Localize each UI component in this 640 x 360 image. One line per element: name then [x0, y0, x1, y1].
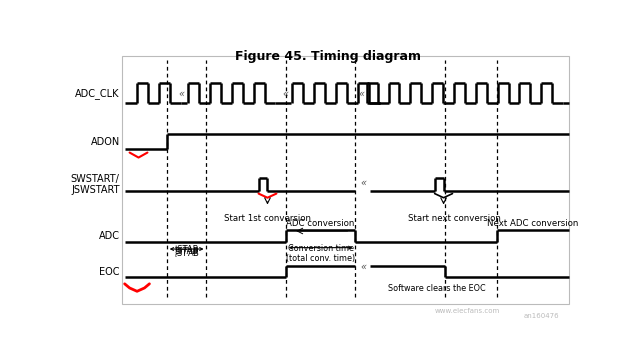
Text: ADC: ADC	[99, 231, 120, 241]
Text: «: «	[283, 89, 289, 99]
Text: ADON: ADON	[90, 136, 120, 147]
Text: Conversion time
(total conv. time): Conversion time (total conv. time)	[286, 244, 355, 263]
Text: Start 1st conversion: Start 1st conversion	[224, 214, 311, 223]
Text: Software clears the EOC: Software clears the EOC	[388, 284, 486, 293]
Text: tSTAB: tSTAB	[174, 246, 199, 255]
Text: tSTAB: tSTAB	[174, 247, 199, 256]
Text: ADC conversion: ADC conversion	[286, 219, 355, 228]
Text: Next ADC conversion: Next ADC conversion	[486, 219, 578, 228]
Text: SWSTART/
JSWSTART: SWSTART/ JSWSTART	[71, 174, 120, 195]
Text: EOC: EOC	[99, 267, 120, 277]
Text: www.elecfans.com: www.elecfans.com	[435, 308, 499, 314]
Text: «: «	[361, 262, 367, 272]
Text: Start next conversion: Start next conversion	[408, 214, 501, 223]
Bar	[122, 56, 568, 304]
Text: $_{t}$STAB: $_{t}$STAB	[173, 247, 200, 260]
Text: Figure 45. Timing diagram: Figure 45. Timing diagram	[235, 50, 421, 63]
Text: «: «	[179, 89, 185, 99]
Text: ADC_CLK: ADC_CLK	[75, 87, 120, 99]
Text: «: «	[359, 89, 365, 99]
Text: an160476: an160476	[524, 314, 559, 319]
Text: «: «	[361, 178, 367, 188]
